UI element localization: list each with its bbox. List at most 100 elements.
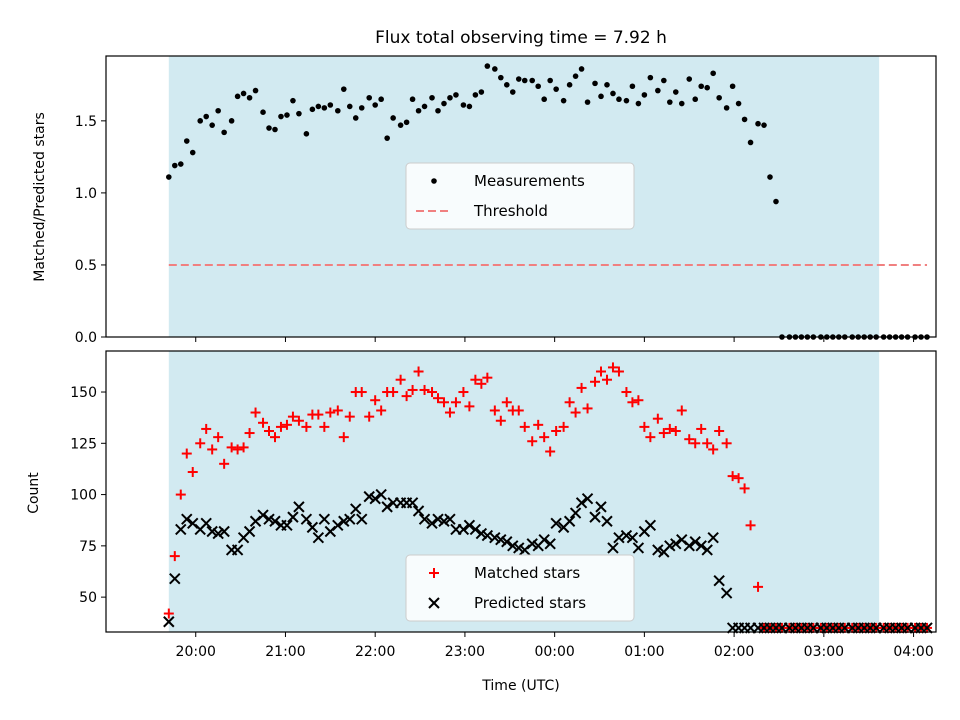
predicted-star-point <box>300 513 313 525</box>
predicted-star-point <box>544 538 556 550</box>
legend-label: Measurements <box>474 172 585 190</box>
matched-star-point <box>696 423 707 434</box>
matched-star-point <box>238 442 249 453</box>
predicted-star-point <box>463 519 476 532</box>
measurement-point <box>472 92 479 98</box>
measurement-point <box>278 113 284 120</box>
matched-star-point <box>195 438 206 449</box>
measurement-point <box>321 105 328 111</box>
chart-title: Flux total observing time = 7.92 h <box>375 28 667 48</box>
y-tick-label: 75 <box>79 539 97 555</box>
measurement-point <box>441 100 447 107</box>
matched-star-point <box>714 425 725 436</box>
measurement-point <box>166 174 172 180</box>
measurement-point <box>309 106 316 113</box>
top-panel: 0.0 0.5 1.0 1.5 Measurements Threshold <box>75 55 937 346</box>
measurement-point <box>335 107 341 114</box>
matched-star-point <box>201 423 212 434</box>
matched-star-point <box>226 442 237 453</box>
measurement-point <box>503 82 510 88</box>
matched-star-point <box>596 366 607 377</box>
matched-star-point <box>388 387 399 398</box>
predicted-star-point <box>575 497 588 509</box>
measurement-point <box>592 80 598 87</box>
matched-star-point <box>370 395 381 406</box>
x-tick-label: 04:00 <box>893 644 933 660</box>
measurement-point <box>183 138 190 144</box>
predicted-star-point <box>626 531 639 544</box>
measurement-point <box>290 97 296 104</box>
matched-star-point <box>338 432 349 443</box>
matched-star-point <box>275 421 286 432</box>
predicted-star-point <box>269 515 281 527</box>
predicted-star-point <box>350 503 362 515</box>
measurement-point <box>767 174 773 180</box>
measurement-point <box>667 99 673 105</box>
matched-star-point <box>702 438 713 449</box>
matched-star-point <box>582 403 593 414</box>
matched-star-point <box>733 473 744 484</box>
measurement-point <box>203 113 209 120</box>
matched-star-point <box>444 407 455 418</box>
predicted-star-point <box>406 497 419 509</box>
measurement-point <box>403 119 410 126</box>
matched-star-point <box>576 382 587 393</box>
matched-star-point <box>427 387 438 398</box>
predicted-star-point <box>689 536 701 548</box>
measurement-point <box>710 70 716 77</box>
matched-star-point <box>613 366 624 377</box>
matched-star-point <box>356 387 367 398</box>
measurement-point <box>529 77 536 84</box>
measurement-point <box>296 110 302 117</box>
measurement-point <box>228 118 235 124</box>
measurement-point <box>421 103 428 110</box>
predicted-star-point <box>281 519 293 532</box>
legend-box <box>405 554 635 622</box>
matched-star-point <box>721 438 732 449</box>
measurement-point <box>773 198 779 205</box>
y-tick-label: 150 <box>70 385 97 401</box>
measurement-point <box>390 115 396 121</box>
measurement-point <box>429 94 435 101</box>
measurement-point <box>755 120 761 127</box>
matched-star-point <box>258 417 269 428</box>
predicted-star-point <box>538 533 550 546</box>
measurement-point <box>366 94 373 101</box>
matched-star-point <box>332 405 343 416</box>
measurement-point <box>209 122 215 128</box>
predicted-star-point <box>306 521 319 534</box>
y-tick-label: 0.5 <box>75 258 97 274</box>
predicted-star-point <box>469 523 482 536</box>
matched-star-point <box>438 397 449 408</box>
matched-star-point <box>527 436 538 447</box>
measurement-point <box>498 74 504 81</box>
matched-star-point <box>419 384 430 395</box>
matched-star-point <box>175 489 186 500</box>
matched-star-point <box>676 405 687 416</box>
measurement-point <box>197 118 204 124</box>
x-tick-label: 02:00 <box>714 644 754 660</box>
measurement-point <box>598 93 604 100</box>
matched-star-point <box>219 458 230 469</box>
predicted-star-point <box>175 523 187 536</box>
bottom-panel: 50 75 100 125 150 20:00 21:00 22:00 23:00 00:00 01… <box>70 350 937 660</box>
legend-predicted-swatch <box>428 597 440 609</box>
bottom-y-axis-label: Count <box>26 472 42 514</box>
matched-star-point <box>658 428 669 439</box>
matched-star-point <box>570 407 581 418</box>
legend-measurement-swatch <box>431 178 437 184</box>
predicted-star-point <box>444 513 456 525</box>
measurement-point <box>686 76 693 82</box>
measurement-point <box>678 100 685 107</box>
predicted-star-point <box>607 542 619 554</box>
measurement-point <box>629 83 636 90</box>
y-tick-label: 1.5 <box>75 114 97 130</box>
measurement-point <box>240 90 247 97</box>
matched-star-point <box>727 471 738 482</box>
measurement-point <box>604 82 610 88</box>
legend-matched-swatch <box>429 568 439 578</box>
matched-star-point <box>401 391 412 402</box>
measurement-point <box>478 89 485 95</box>
measurement-point <box>340 86 347 92</box>
predicted-star-point <box>595 501 607 513</box>
